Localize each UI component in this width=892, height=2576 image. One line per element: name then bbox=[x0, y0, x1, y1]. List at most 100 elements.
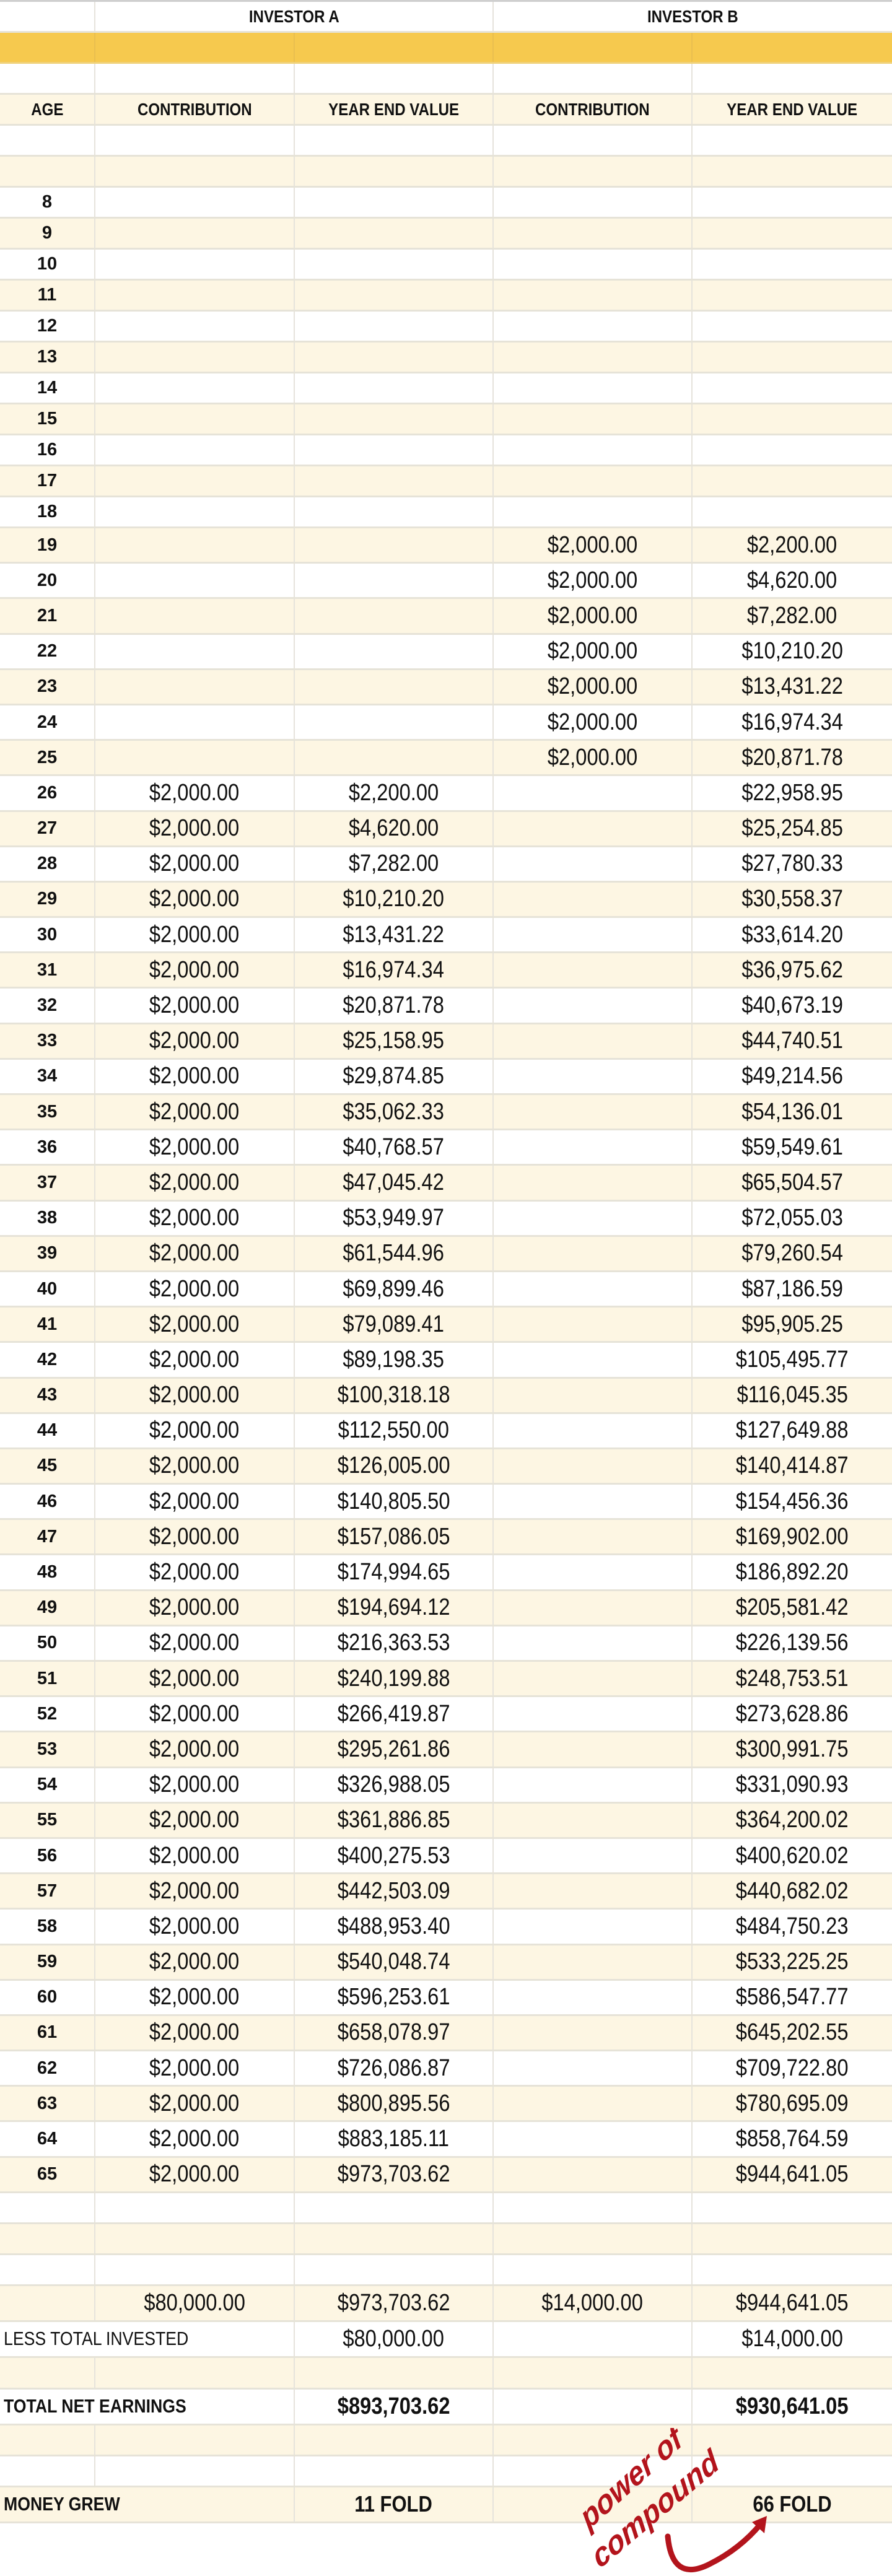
cell-a-contribution[interactable]: $2,000.00 bbox=[95, 1768, 295, 1802]
cell-a-contribution[interactable] bbox=[95, 188, 295, 217]
cell-a-year-end-value[interactable]: $658,078.97 bbox=[295, 2015, 494, 2050]
cell-b-year-end-value[interactable]: $331,090.93 bbox=[693, 1768, 892, 1802]
cell-age[interactable]: 39 bbox=[0, 1236, 95, 1270]
cell-a-year-end-value[interactable]: $174,994.65 bbox=[295, 1555, 494, 1589]
cell-age[interactable]: 10 bbox=[0, 250, 95, 279]
cell-b-contribution[interactable] bbox=[494, 466, 693, 496]
cell-a-contribution[interactable]: $2,000.00 bbox=[95, 1201, 295, 1235]
cell-age[interactable]: 9 bbox=[0, 219, 95, 248]
cell-b-contribution[interactable] bbox=[494, 2015, 693, 2050]
cell-b-year-end-value[interactable]: $300,991.75 bbox=[693, 1732, 892, 1766]
cell-age[interactable]: 37 bbox=[0, 1166, 95, 1200]
cell-b-contribution[interactable]: $2,000.00 bbox=[494, 670, 693, 704]
cell-b-year-end-value[interactable] bbox=[693, 373, 892, 403]
cell-a-contribution[interactable] bbox=[95, 634, 295, 668]
cell-b-contribution[interactable] bbox=[494, 1838, 693, 1873]
cell[interactable] bbox=[693, 2255, 892, 2284]
cell-age[interactable]: 46 bbox=[0, 1485, 95, 1519]
cell-a-contribution[interactable] bbox=[95, 466, 295, 496]
cell-a-year-end-value[interactable]: $69,899.46 bbox=[295, 1272, 494, 1306]
cell[interactable] bbox=[693, 2193, 892, 2222]
cell-age[interactable]: 22 bbox=[0, 634, 95, 668]
investor-b-title[interactable]: INVESTOR B bbox=[647, 6, 738, 26]
less-invested-a[interactable]: $80,000.00 bbox=[295, 2321, 494, 2356]
cell-age[interactable]: 12 bbox=[0, 312, 95, 341]
cell[interactable] bbox=[295, 2193, 494, 2222]
cell-a-contribution[interactable] bbox=[95, 705, 295, 740]
cell[interactable] bbox=[494, 64, 693, 93]
cell-age[interactable]: 32 bbox=[0, 989, 95, 1023]
cell-a-year-end-value[interactable] bbox=[295, 741, 494, 775]
cell-a-year-end-value[interactable]: $29,874.85 bbox=[295, 1059, 494, 1093]
cell[interactable] bbox=[95, 2224, 295, 2253]
cell-b-year-end-value[interactable]: $248,753.51 bbox=[693, 1662, 892, 1695]
cell-a-year-end-value[interactable] bbox=[295, 435, 494, 465]
cell-a-contribution[interactable] bbox=[95, 373, 295, 403]
cell[interactable] bbox=[0, 2456, 95, 2486]
cell-a-contribution[interactable] bbox=[95, 343, 295, 372]
cell-age[interactable]: 17 bbox=[0, 466, 95, 496]
cell-a-year-end-value[interactable]: $326,988.05 bbox=[295, 1768, 494, 1802]
cell-b-year-end-value[interactable]: $484,750.23 bbox=[693, 1910, 892, 1943]
cell-b-year-end-value[interactable]: $709,722.80 bbox=[693, 2051, 892, 2085]
cell-b-year-end-value[interactable]: $54,136.01 bbox=[693, 1095, 892, 1129]
cell-a-year-end-value[interactable]: $47,045.42 bbox=[295, 1166, 494, 1200]
cell-b-year-end-value[interactable]: $49,214.56 bbox=[693, 1060, 892, 1093]
cell-a-year-end-value[interactable] bbox=[295, 528, 494, 562]
cell[interactable] bbox=[295, 2357, 494, 2388]
cell-age[interactable]: 54 bbox=[0, 1768, 95, 1802]
cell-a-contribution[interactable]: $2,000.00 bbox=[95, 1413, 295, 1447]
cell-a-contribution[interactable] bbox=[95, 599, 295, 633]
cell-age[interactable]: 23 bbox=[0, 670, 95, 704]
cell[interactable] bbox=[295, 157, 494, 186]
cell-age[interactable]: 48 bbox=[0, 1555, 95, 1589]
cell-b-year-end-value[interactable]: $20,871.78 bbox=[693, 741, 892, 774]
cell[interactable] bbox=[95, 126, 295, 155]
cell[interactable] bbox=[95, 157, 295, 186]
cell-a-contribution[interactable]: $2,000.00 bbox=[95, 847, 295, 881]
cell-a-year-end-value[interactable] bbox=[295, 281, 494, 310]
cell-b-year-end-value[interactable]: $36,975.62 bbox=[693, 953, 892, 987]
cell[interactable] bbox=[494, 33, 693, 62]
cell-a-year-end-value[interactable] bbox=[295, 564, 494, 598]
cell-a-year-end-value[interactable]: $100,318.18 bbox=[295, 1378, 494, 1412]
cell[interactable] bbox=[494, 157, 693, 186]
cell-a-year-end-value[interactable] bbox=[295, 312, 494, 341]
cell-age[interactable]: 27 bbox=[0, 811, 95, 845]
cell-b-year-end-value[interactable]: $44,740.51 bbox=[693, 1024, 892, 1058]
cell-b-contribution[interactable]: $2,000.00 bbox=[494, 705, 693, 740]
cell-age[interactable]: 60 bbox=[0, 1980, 95, 2014]
cell[interactable] bbox=[0, 157, 95, 186]
cell[interactable] bbox=[0, 2, 95, 31]
cell-age[interactable]: 29 bbox=[0, 882, 95, 917]
cell-age[interactable]: 51 bbox=[0, 1662, 95, 1696]
cell-a-contribution[interactable]: $2,000.00 bbox=[95, 953, 295, 987]
cell-b-year-end-value[interactable]: $400,620.02 bbox=[693, 1839, 892, 1872]
cell-b-contribution[interactable] bbox=[494, 776, 693, 810]
cell-b-contribution[interactable] bbox=[494, 989, 693, 1023]
cell-b-year-end-value[interactable]: $440,682.02 bbox=[693, 1874, 892, 1908]
cell-b-year-end-value[interactable]: $25,254.85 bbox=[693, 812, 892, 845]
cell-age[interactable]: 15 bbox=[0, 404, 95, 434]
cell-b-contribution[interactable] bbox=[494, 2122, 693, 2156]
cell-a-year-end-value[interactable]: $4,620.00 bbox=[295, 811, 494, 845]
cell-age[interactable]: 33 bbox=[0, 1024, 95, 1058]
cell-b-contribution[interactable] bbox=[494, 1308, 693, 1342]
cell-a-year-end-value[interactable]: $400,275.53 bbox=[295, 1838, 494, 1873]
cell-age[interactable]: 24 bbox=[0, 705, 95, 740]
cell-b-contribution[interactable] bbox=[494, 1945, 693, 1979]
cell-a-contribution[interactable]: $2,000.00 bbox=[95, 1095, 295, 1129]
cell-b-year-end-value[interactable]: $16,974.34 bbox=[693, 705, 892, 739]
cell-b-year-end-value[interactable]: $95,905.25 bbox=[693, 1308, 892, 1341]
cell-a-contribution[interactable] bbox=[95, 250, 295, 279]
cell-a-year-end-value[interactable]: $2,200.00 bbox=[295, 776, 494, 810]
cell[interactable] bbox=[95, 2357, 295, 2388]
cell-a-year-end-value[interactable]: $7,282.00 bbox=[295, 847, 494, 881]
cell-b-contribution[interactable] bbox=[494, 1166, 693, 1200]
cell-a-year-end-value[interactable]: $89,198.35 bbox=[295, 1343, 494, 1377]
cell[interactable] bbox=[295, 2456, 494, 2486]
cell-age[interactable]: 34 bbox=[0, 1059, 95, 1093]
cell[interactable] bbox=[95, 33, 295, 62]
cell-b-year-end-value[interactable]: $65,504.57 bbox=[693, 1166, 892, 1199]
cell-a-year-end-value[interactable]: $726,086.87 bbox=[295, 2051, 494, 2085]
